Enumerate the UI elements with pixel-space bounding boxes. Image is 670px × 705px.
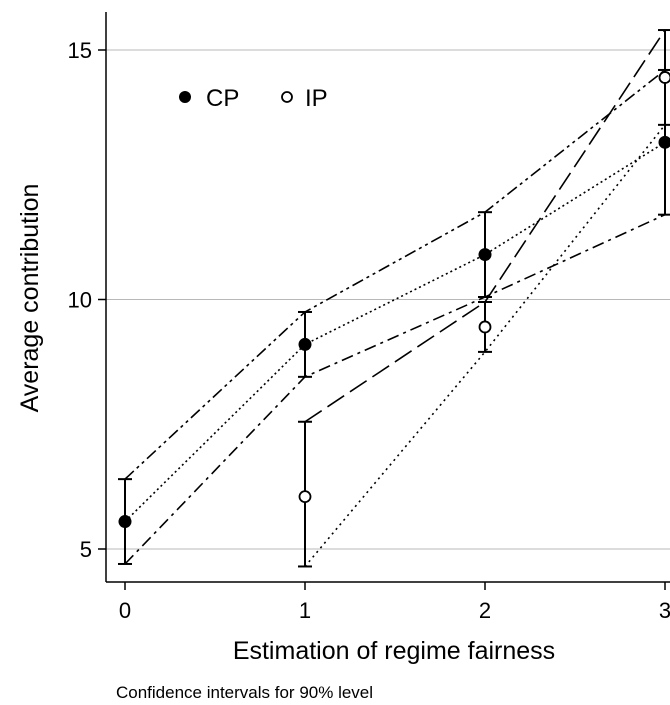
data-markers xyxy=(118,71,670,529)
y-axis-title: Average contribution xyxy=(16,184,44,413)
x-tick-label-2: 2 xyxy=(479,598,491,623)
cp-lower-ci-line xyxy=(124,213,666,565)
legend-ip-label: IP xyxy=(305,85,328,112)
cp-upper-ci-line xyxy=(124,69,666,480)
legend-ip-marker xyxy=(281,91,293,103)
tick-labels: 5 10 15 0 1 2 3 xyxy=(68,38,670,623)
ip-point-3 xyxy=(658,71,670,84)
cp-point-1 xyxy=(298,337,312,351)
ip-point-2 xyxy=(478,320,492,334)
chart-note: Confidence intervals for 90% level xyxy=(116,683,374,702)
cp-point-0 xyxy=(118,515,132,529)
legend-cp-label: CP xyxy=(206,85,239,112)
x-tick-label-0: 0 xyxy=(119,598,131,623)
cp-mean-line xyxy=(124,141,666,523)
legend-cp-marker xyxy=(179,91,191,103)
x-axis-title: Estimation of regime fairness xyxy=(233,637,555,665)
x-tick-label-3: 3 xyxy=(659,598,670,623)
x-tick-label-1: 1 xyxy=(299,598,311,623)
legend: CP IP xyxy=(179,85,328,112)
y-tick-label-5: 5 xyxy=(80,537,92,562)
ip-point-1 xyxy=(298,490,312,504)
gridlines xyxy=(106,49,670,550)
axes xyxy=(98,12,670,590)
cp-point-2 xyxy=(478,248,492,262)
cp-point-3 xyxy=(658,135,670,149)
y-tick-label-10: 10 xyxy=(68,288,92,313)
y-tick-label-15: 15 xyxy=(68,38,92,63)
